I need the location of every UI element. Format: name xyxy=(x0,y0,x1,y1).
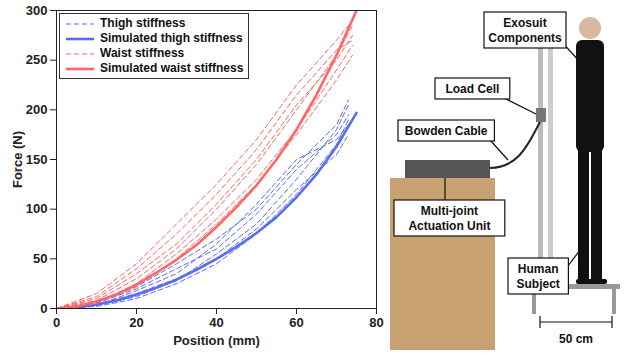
html-text:Simulated thigh stiffness: Simulated thigh stiffness xyxy=(100,31,243,45)
svg-text:100: 100 xyxy=(26,201,48,216)
svg-text:20: 20 xyxy=(129,315,143,330)
svg-text:0: 0 xyxy=(40,301,47,316)
html-text:Waist stiffness: Waist stiffness xyxy=(100,46,185,60)
html-text:Simulated waist stiffness: Simulated waist stiffness xyxy=(100,61,244,75)
svg-text:0: 0 xyxy=(53,315,60,330)
svg-text:Position (mm): Position (mm) xyxy=(173,333,260,348)
svg-text:Multi-jointActuation Unit: Multi-jointActuation Unit xyxy=(408,204,490,233)
svg-text:80: 80 xyxy=(369,315,383,330)
svg-text:Force (N): Force (N) xyxy=(10,131,25,188)
svg-text:40: 40 xyxy=(209,315,223,330)
svg-text:300: 300 xyxy=(26,3,48,18)
html-text:Thigh stiffness: Thigh stiffness xyxy=(100,16,186,30)
svg-text:ExosuitComponents: ExosuitComponents xyxy=(488,16,562,45)
svg-text:50 cm: 50 cm xyxy=(559,332,593,346)
svg-text:60: 60 xyxy=(289,315,303,330)
svg-text:50: 50 xyxy=(33,251,47,266)
svg-text:HumanSubject: HumanSubject xyxy=(517,262,560,291)
svg-text:150: 150 xyxy=(26,152,48,167)
svg-text:250: 250 xyxy=(26,52,48,67)
svg-text:200: 200 xyxy=(26,102,48,117)
svg-text:Bowden Cable: Bowden Cable xyxy=(405,124,488,138)
svg-text:Load Cell: Load Cell xyxy=(445,82,499,96)
